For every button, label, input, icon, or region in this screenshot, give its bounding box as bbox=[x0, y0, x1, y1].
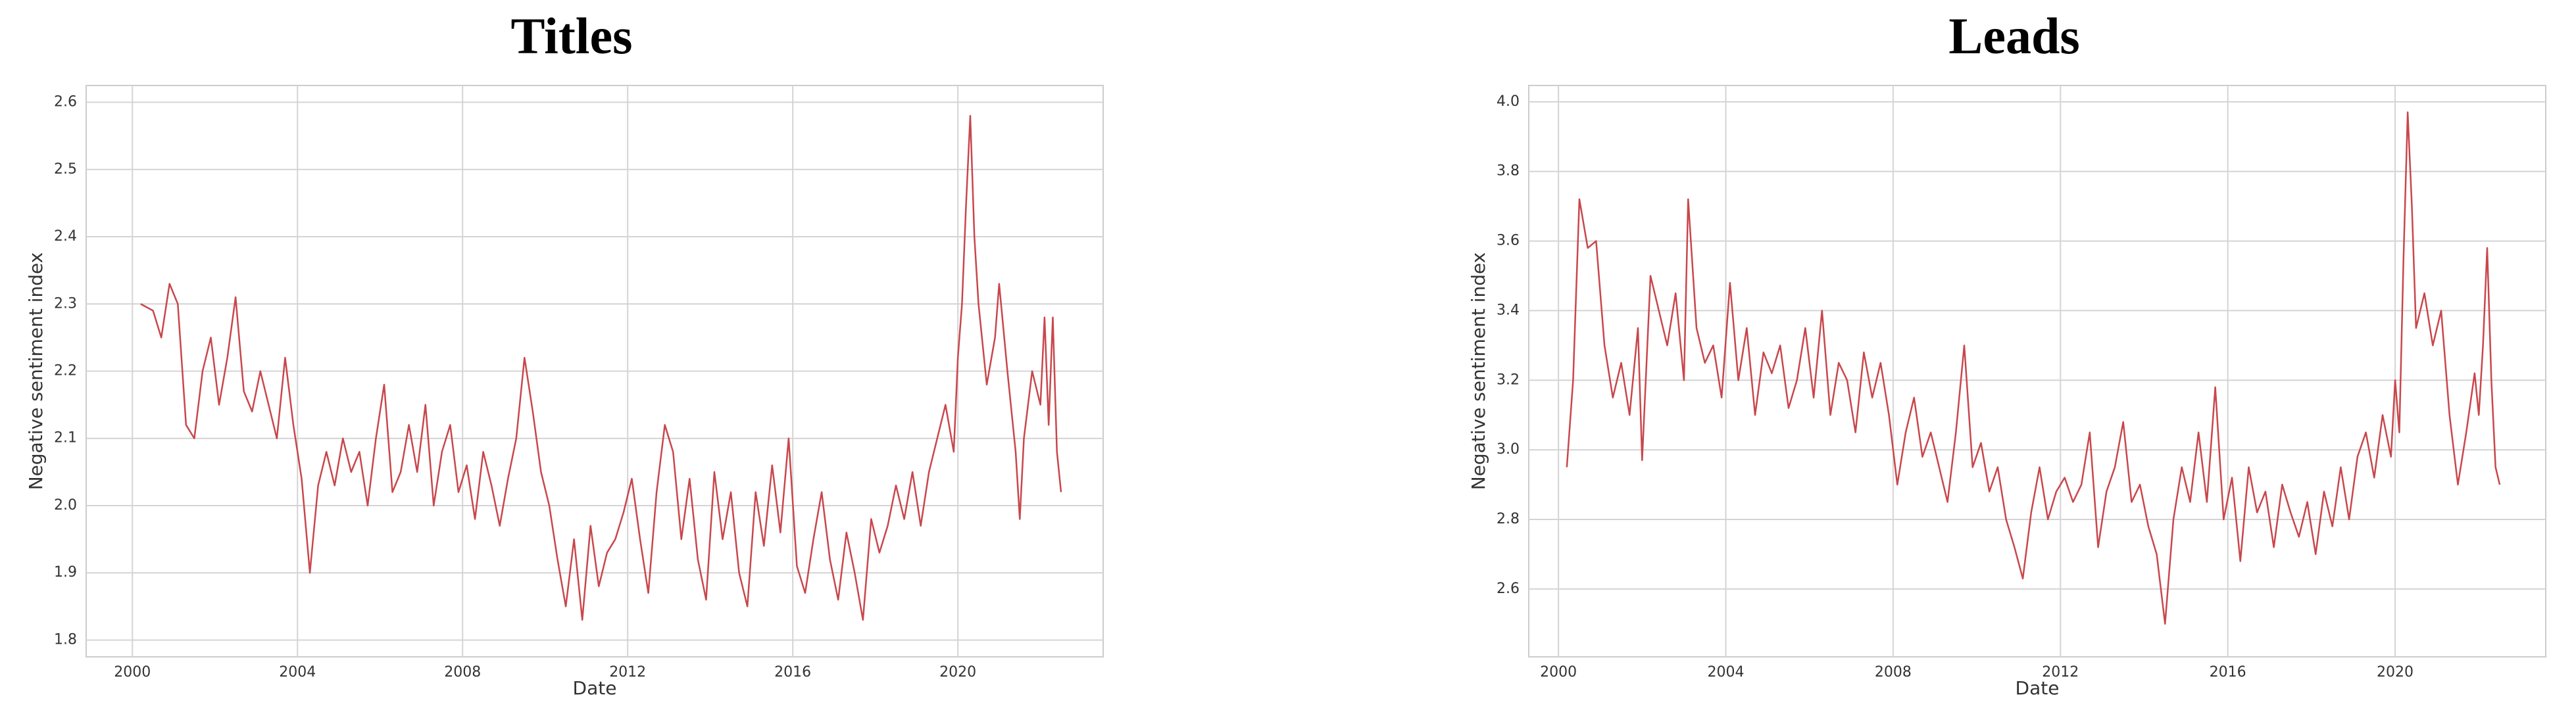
chart-title: Titles bbox=[511, 7, 633, 64]
x-tick-label: 2020 bbox=[939, 664, 976, 681]
y-axis-label: Negative sentiment index bbox=[25, 252, 47, 491]
y-tick-label: 3.0 bbox=[1497, 441, 1520, 458]
y-tick-label: 2.2 bbox=[54, 363, 77, 379]
x-tick-label: 2004 bbox=[1708, 664, 1745, 681]
y-tick-label: 2.6 bbox=[1497, 581, 1520, 597]
x-axis-label: Date bbox=[573, 677, 617, 699]
y-tick-label: 3.4 bbox=[1497, 302, 1520, 318]
y-tick-label: 4.0 bbox=[1497, 93, 1520, 110]
chart: 2.6 2.8 3.0 3.2 3.4 3.6 3.8 4.0 2000 2004 2008 2012… bbox=[1468, 7, 2546, 699]
data-line bbox=[140, 114, 1062, 621]
x-tick-label: 2004 bbox=[279, 664, 316, 681]
x-tick-label: 2012 bbox=[2042, 664, 2079, 681]
y-tick-label: 2.8 bbox=[1497, 511, 1520, 527]
x-tick-label: 2000 bbox=[114, 664, 151, 681]
y-tick-label: 2.3 bbox=[54, 295, 77, 312]
x-tick-label: 2008 bbox=[444, 664, 481, 681]
x-tick-label: 2000 bbox=[1540, 664, 1577, 681]
y-tick-label: 3.6 bbox=[1497, 233, 1520, 249]
y-tick-label: 2.0 bbox=[54, 497, 77, 514]
plot-area bbox=[1528, 85, 2546, 658]
y-tick-label: 1.8 bbox=[54, 631, 77, 648]
y-axis-label: Negative sentiment index bbox=[1468, 252, 1489, 491]
x-tick-label: 2008 bbox=[1875, 664, 1912, 681]
x-tick-label: 2020 bbox=[2377, 664, 2414, 681]
chart-title: Leads bbox=[1948, 7, 2079, 64]
chart: 1.8 1.9 2.0 2.1 2.2 2.3 2.4 2.5 2.6 2000 2004 2008 2… bbox=[25, 7, 1104, 699]
y-tick-label: 3.2 bbox=[1497, 371, 1520, 388]
y-tick-label: 2.1 bbox=[54, 430, 77, 446]
data-line bbox=[1566, 111, 2501, 625]
y-tick-label: 3.8 bbox=[1497, 163, 1520, 180]
y-tick-label: 2.5 bbox=[54, 161, 77, 178]
x-tick-label: 2016 bbox=[774, 664, 811, 681]
y-tick-label: 2.4 bbox=[54, 228, 77, 245]
y-tick-label: 2.6 bbox=[54, 94, 77, 110]
x-tick-label: 2012 bbox=[609, 664, 646, 681]
x-tick-label: 2016 bbox=[2210, 664, 2246, 681]
x-axis-label: Date bbox=[2016, 677, 2060, 699]
y-tick-label: 1.9 bbox=[54, 564, 77, 581]
